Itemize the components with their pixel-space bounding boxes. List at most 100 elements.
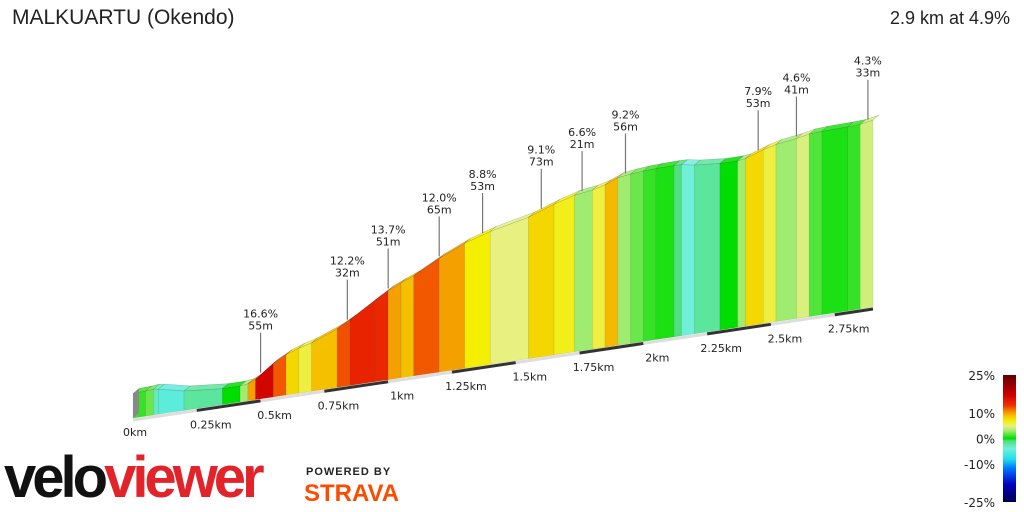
x-tick-label: 1.25km: [445, 380, 487, 393]
annotation-gradient: 13.7%: [371, 223, 406, 236]
gradient-segment: [796, 133, 810, 319]
segment-summary: 2.9 km at 4.9%: [889, 8, 1010, 28]
gradient-segment: [222, 385, 241, 405]
segment-title: MALKUARTU (Okendo): [12, 6, 235, 29]
colorbar-label: -10%: [964, 458, 995, 472]
annotation-length: 73m: [529, 156, 554, 169]
annotation-gradient: 9.2%: [612, 109, 640, 122]
gradient-segment: [298, 342, 312, 394]
gradient-segment: [617, 173, 631, 346]
distance-strip: [324, 380, 389, 393]
gradient-segment: [630, 170, 644, 344]
x-tick-label: 2.75km: [828, 323, 870, 336]
annotation-gradient: 4.3%: [854, 55, 882, 68]
strava-logo: STRAVA: [304, 480, 400, 507]
annotation-gradient: 16.6%: [243, 308, 278, 321]
colorbar-label: 0%: [976, 433, 995, 447]
annotation-gradient: 8.8%: [469, 168, 497, 181]
annotation-length: 53m: [470, 180, 495, 193]
annotation-length: 56m: [613, 121, 638, 134]
gradient-segment: [553, 194, 575, 356]
gradient-segment: [273, 354, 287, 398]
gradient-segment: [694, 163, 721, 335]
gradient-segment: [438, 242, 466, 373]
distance-strip: [451, 361, 516, 374]
gradient-segment: [762, 143, 777, 324]
gradient-segment: [311, 328, 338, 392]
gradient-segment: [673, 164, 682, 338]
gradient-segment: [464, 230, 491, 369]
distance-strip: [387, 370, 453, 384]
gradient-segment: [737, 158, 746, 328]
annotation-length: 51m: [376, 235, 401, 248]
gradient-segment: [239, 383, 249, 403]
annotation-length: 21m: [570, 138, 595, 151]
gradient-segment: [604, 177, 619, 348]
gradient-segment: [400, 275, 414, 379]
x-tick-label: 1.75km: [573, 361, 615, 374]
gradient-segment: [859, 119, 874, 310]
colorbar-label: 25%: [968, 369, 995, 383]
x-tick-label: 1.5km: [512, 371, 547, 384]
gradient-segment: [153, 388, 159, 416]
x-tick-label: 0.25km: [190, 418, 232, 431]
gradient-segment: [158, 388, 185, 415]
annotation-length: 33m: [856, 67, 881, 80]
distance-strip: [260, 389, 325, 403]
distance-strip: [196, 399, 261, 412]
distance-strip: [834, 307, 874, 317]
x-tick-label: 2.5km: [768, 332, 803, 345]
gradient-segment: [336, 319, 351, 388]
gradient-segment: [719, 160, 739, 331]
distance-strip: [579, 341, 644, 355]
colorbar-label: -25%: [964, 496, 995, 510]
segment-top-face: [860, 114, 880, 125]
gradient-segment: [349, 299, 376, 386]
annotation-length: 53m: [746, 97, 771, 110]
gradient-segment: [745, 149, 764, 327]
x-tick-label: 1km: [390, 390, 414, 403]
annotation-length: 41m: [784, 84, 809, 97]
annotation-length: 65m: [427, 203, 452, 216]
gradient-segment: [285, 347, 300, 396]
x-tick-label: 0km: [123, 426, 147, 439]
gradient-segment: [145, 388, 154, 417]
gradient-segment: [681, 164, 695, 337]
distance-strip: [770, 313, 835, 326]
x-tick-label: 0.5km: [257, 409, 292, 422]
gradient-segment: [574, 189, 593, 353]
gradient-segment: [528, 203, 555, 360]
annotation-length: 55m: [248, 320, 273, 333]
gradient-segment: [775, 138, 797, 322]
gradient-segment: [489, 216, 529, 365]
annotation-gradient: 6.6%: [568, 126, 596, 139]
gradient-segment: [375, 289, 389, 382]
distance-strip: [515, 351, 580, 365]
annotation-gradient: 4.6%: [782, 72, 810, 85]
gradient-segment: [592, 184, 606, 350]
gradient-segment: [808, 130, 823, 317]
gradient-colorbar: [1003, 375, 1016, 502]
x-tick-label: 2km: [645, 351, 669, 364]
annotation-length: 32m: [335, 267, 360, 280]
distance-strip: [706, 322, 772, 336]
colorbar-label: 10%: [968, 407, 995, 421]
x-tick-label: 0.75km: [318, 399, 360, 412]
gradient-segment: [821, 126, 848, 316]
veloviewer-logo: veloviewer: [4, 445, 265, 510]
gradient-segment: [387, 282, 402, 381]
gradient-segment: [643, 168, 657, 342]
annotation-gradient: 7.9%: [744, 85, 772, 98]
profile-start-face: [133, 388, 139, 418]
distance-strip: [643, 332, 708, 345]
gradient-segment: [413, 257, 440, 377]
distance-strip: [132, 408, 198, 422]
gradient-segment: [847, 123, 861, 312]
gradient-segment: [255, 362, 274, 400]
annotation-gradient: 9.1%: [527, 144, 555, 157]
powered-by-label: POWERED BY: [306, 466, 392, 478]
x-tick-label: 2.25km: [700, 342, 742, 355]
annotation-gradient: 12.0%: [422, 191, 457, 204]
